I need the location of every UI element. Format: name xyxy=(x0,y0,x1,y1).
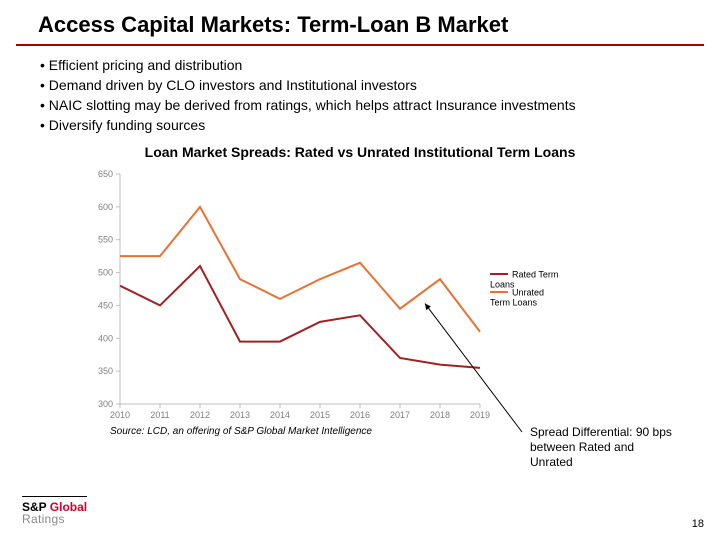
footer-logo: S&P Global Ratings xyxy=(22,496,87,526)
svg-text:550: 550 xyxy=(98,234,113,244)
chart-svg: 300 350 400 450 500 550 600 650 2010 2011 2012 2013… xyxy=(80,164,560,424)
svg-text:400: 400 xyxy=(98,333,113,343)
brand-line2: Ratings xyxy=(22,513,87,526)
spread-annotation: Spread Differential: 90 bps between Rate… xyxy=(530,425,680,470)
svg-text:2018: 2018 xyxy=(430,410,450,420)
svg-text:2017: 2017 xyxy=(390,410,410,420)
page-number: 18 xyxy=(692,518,704,530)
svg-text:500: 500 xyxy=(98,267,113,277)
svg-text:300: 300 xyxy=(98,399,113,409)
svg-text:2019: 2019 xyxy=(470,410,490,420)
bullet-item: NAIC slotting may be derived from rating… xyxy=(40,96,690,115)
bullet-item: Demand driven by CLO investors and Insti… xyxy=(40,76,690,95)
bullet-item: Efficient pricing and distribution xyxy=(40,56,690,75)
chart-title: Loan Market Spreads: Rated vs Unrated In… xyxy=(0,144,720,160)
svg-text:600: 600 xyxy=(98,201,113,211)
svg-text:2014: 2014 xyxy=(270,410,290,420)
legend-swatch xyxy=(490,273,508,275)
bullet-list: Efficient pricing and distributionDemand… xyxy=(0,46,720,140)
svg-text:450: 450 xyxy=(98,300,113,310)
svg-text:2010: 2010 xyxy=(110,410,130,420)
line-chart: 300 350 400 450 500 550 600 650 2010 2011 2012 2013… xyxy=(80,164,560,424)
svg-text:2016: 2016 xyxy=(350,410,370,420)
svg-text:2013: 2013 xyxy=(230,410,250,420)
svg-text:650: 650 xyxy=(98,169,113,179)
svg-text:2015: 2015 xyxy=(310,410,330,420)
legend-item: Unrated Term Loans xyxy=(490,287,560,308)
svg-text:2012: 2012 xyxy=(190,410,210,420)
bullet-item: Diversify funding sources xyxy=(40,116,690,135)
svg-text:350: 350 xyxy=(98,366,113,376)
svg-text:2011: 2011 xyxy=(150,410,169,420)
legend-swatch xyxy=(490,291,508,293)
slide-title: Access Capital Markets: Term-Loan B Mark… xyxy=(16,0,704,46)
